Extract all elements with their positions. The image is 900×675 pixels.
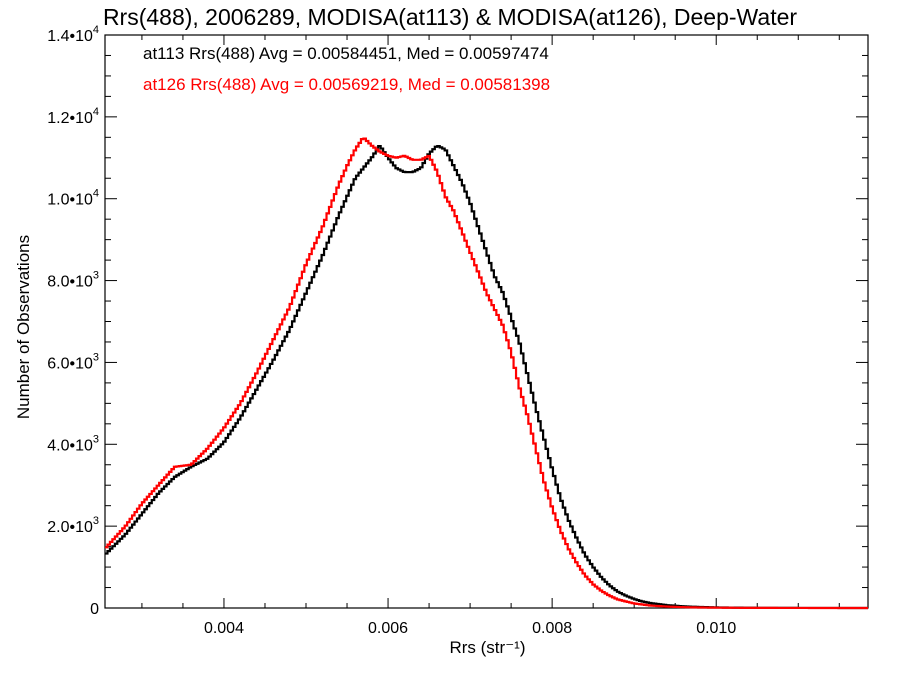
x-tick-label: 0.008 [532, 620, 572, 637]
y-tick-label: 1.4•104 [47, 24, 99, 45]
x-tick-label: 0.006 [368, 620, 408, 637]
y-tick-label: 2.0•103 [47, 515, 99, 536]
series-group [105, 137, 868, 610]
annotation-at113: at113 Rrs(488) Avg = 0.00584451, Med = 0… [143, 44, 549, 63]
x-axis-label: Rrs (str⁻¹) [449, 638, 526, 657]
y-tick-label: 8.0•103 [47, 270, 99, 291]
y-tick-label: 1.0•104 [47, 188, 99, 209]
y-tick-label: 4.0•103 [47, 433, 99, 454]
series-line-at113 [105, 145, 868, 610]
y-axis-label: Number of Observations [14, 234, 33, 420]
x-tick-label: 0.010 [696, 620, 736, 637]
annotation-at126: at126 Rrs(488) Avg = 0.00569219, Med = 0… [143, 75, 551, 94]
y-tick-label: 0 [90, 601, 99, 618]
chart-title: Rrs(488), 2006289, MODISA(at113) & MODIS… [102, 4, 798, 30]
axes-group: 0.004 0.006 0.008 0.010 0 2.0•103 4.0•103 6.0•1… [47, 24, 869, 637]
x-tick-label: 0.004 [204, 620, 244, 637]
plot-frame [104, 34, 869, 609]
series-line-at126 [105, 137, 868, 610]
y-tick-label: 1.2•104 [47, 106, 99, 127]
y-tick-label: 6.0•103 [47, 351, 99, 372]
